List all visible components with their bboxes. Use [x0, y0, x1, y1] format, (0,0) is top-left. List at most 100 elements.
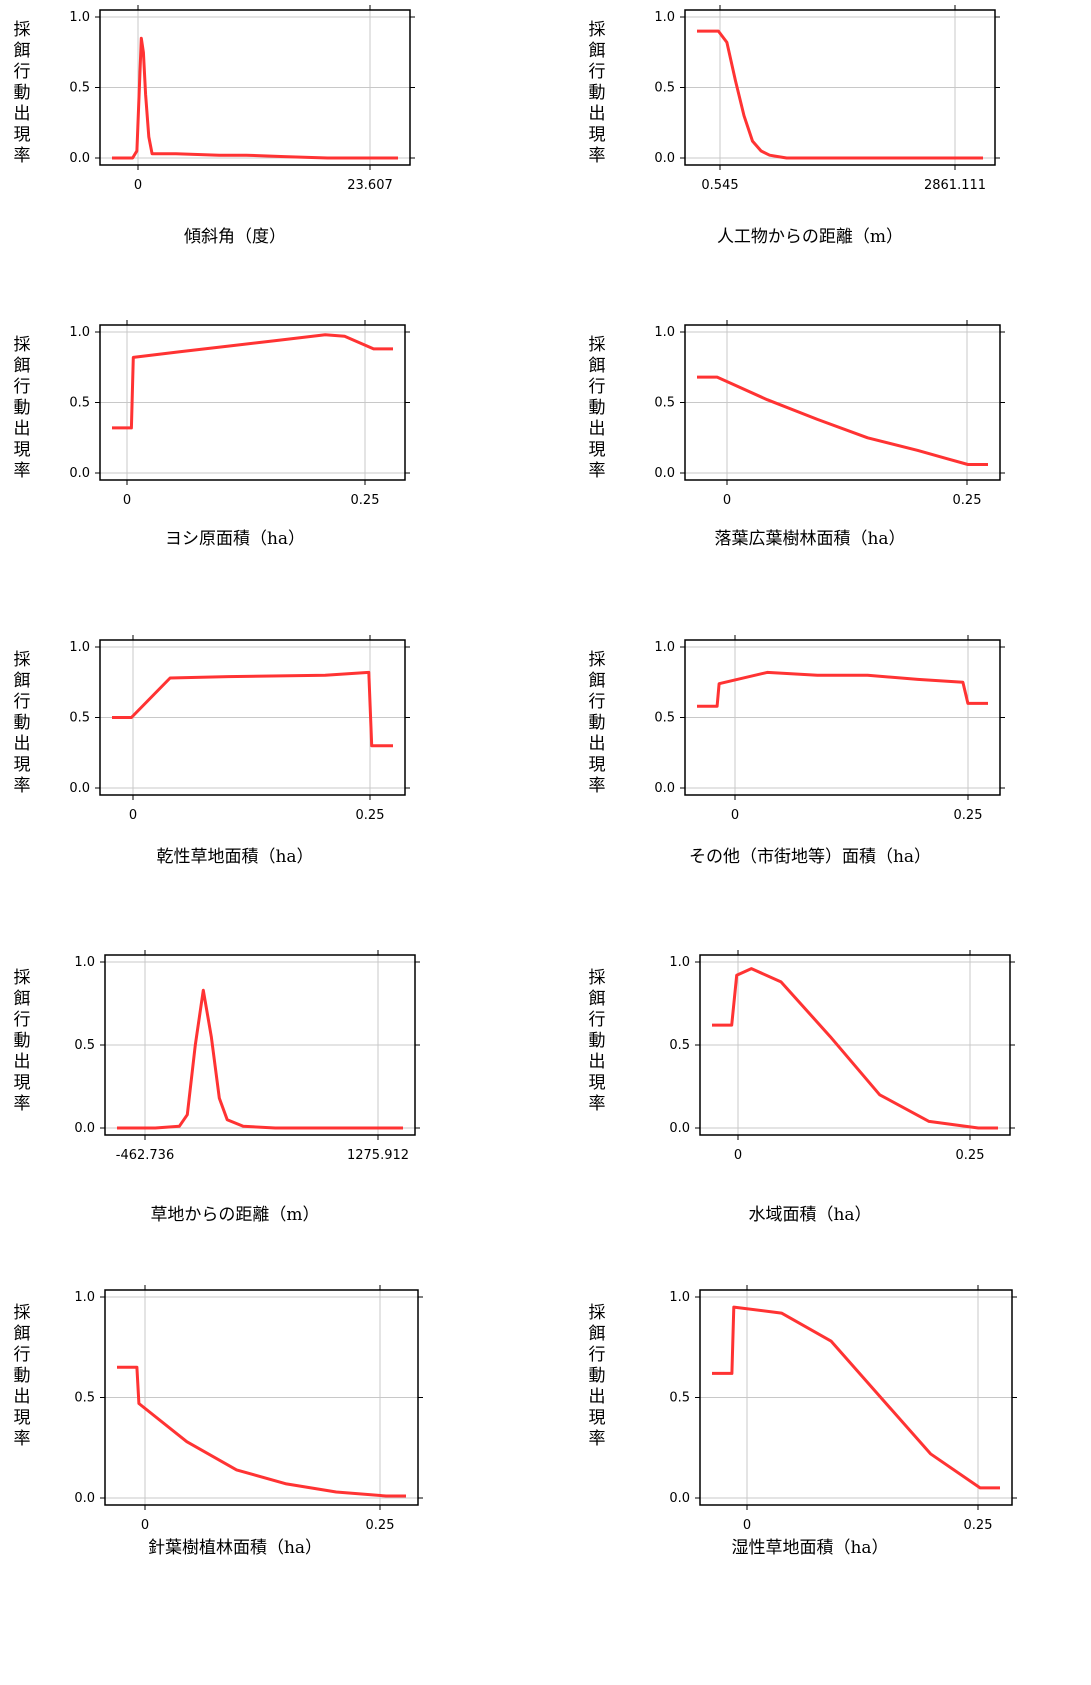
x-tick-label: 0.25 — [366, 1518, 395, 1533]
y-axis-label: 採餌行動出現率 — [588, 650, 606, 796]
chart-panel: 採餌行動出現率 0.0 0.5 1.0 0 23.607 傾斜角（度） — [0, 0, 470, 300]
plot-area: 0.0 0.5 1.0 0 0.25 — [74, 1285, 423, 1533]
series-line — [697, 375, 988, 466]
plot-area: 0.0 0.5 1.0 0 0.25 — [69, 320, 410, 508]
y-tick-label: 1.0 — [669, 1290, 690, 1305]
x-tick-label: 0 — [734, 1148, 742, 1163]
y-tick-label: 0.0 — [69, 151, 90, 166]
x-tick-label: 2861.111 — [924, 178, 986, 193]
y-tick-label: 1.0 — [654, 10, 675, 25]
series-line — [697, 29, 983, 160]
series-line — [117, 988, 403, 1130]
x-tick-label: -462.736 — [116, 1148, 174, 1163]
chart-panel: 採餌行動出現率 0.0 0.5 1.0 0 0.25 針葉樹植林面積（ha） — [0, 1283, 470, 1583]
y-axis-label: 採餌行動出現率 — [13, 335, 31, 481]
plot-area: 0.0 0.5 1.0 0.545 2861.111 — [654, 5, 1000, 193]
y-tick-label: 0.5 — [69, 396, 90, 411]
chart-panel: 採餌行動出現率 0.0 0.5 1.0 0 0.25 水域面積（ha） — [575, 948, 1045, 1248]
x-tick-label: 0 — [141, 1518, 149, 1533]
x-tick-label: 0 — [731, 808, 739, 823]
plot-area: 0.0 0.5 1.0 0 0.25 — [669, 950, 1015, 1163]
x-axis-label: 人工物からの距離（m） — [716, 227, 904, 247]
series-line — [712, 967, 998, 1130]
x-axis-label: 水域面積（ha） — [748, 1205, 872, 1225]
plot-area: 0.0 0.5 1.0 -462.736 1275.912 — [74, 950, 420, 1163]
y-axis-label: 採餌行動出現率 — [13, 650, 31, 796]
x-tick-label: 0.25 — [956, 1148, 985, 1163]
series-line — [712, 1305, 1000, 1490]
x-axis-label: その他（市街地等）面積（ha） — [688, 847, 932, 867]
chart-panel: 採餌行動出現率 0.0 0.5 1.0 0 0.25 その他（市街地等）面積（ha） — [575, 630, 1045, 930]
y-axis-label: 採餌行動出現率 — [588, 968, 606, 1114]
x-tick-label: 0 — [723, 493, 731, 508]
series-line — [112, 333, 393, 430]
y-tick-label: 0.0 — [654, 151, 675, 166]
plot-area: 0.0 0.5 1.0 0 0.25 — [69, 635, 410, 823]
y-tick-label: 0.0 — [669, 1121, 690, 1136]
chart-panel: 採餌行動出現率 0.0 0.5 1.0 0 0.25 ヨシ原面積（ha） — [0, 315, 470, 615]
y-tick-label: 0.0 — [654, 781, 675, 796]
y-tick-label: 0.5 — [654, 81, 675, 96]
y-tick-label: 0.5 — [69, 711, 90, 726]
x-tick-label: 0 — [743, 1518, 751, 1533]
x-tick-label: 0 — [134, 178, 142, 193]
x-tick-label: 0.25 — [356, 808, 385, 823]
chart-panel: 採餌行動出現率 0.0 0.5 1.0 -462.736 1275.912 草地からの距離（… — [0, 948, 470, 1248]
x-tick-label: 0.25 — [953, 493, 982, 508]
x-axis-label: ヨシ原面積（ha） — [164, 529, 306, 549]
series-line — [697, 670, 988, 708]
y-tick-label: 0.0 — [74, 1491, 95, 1506]
y-tick-label: 0.0 — [74, 1121, 95, 1136]
x-axis-label: 針葉樹植林面積（ha） — [147, 1538, 323, 1558]
x-tick-label: 0 — [129, 808, 137, 823]
series-line — [112, 36, 398, 160]
chart-panel: 採餌行動出現率 0.0 0.5 1.0 0 0.25 落葉広葉樹林面積（ha） — [575, 315, 1045, 615]
series-line — [117, 1365, 406, 1498]
x-axis-label: 乾性草地面積（ha） — [156, 847, 314, 867]
y-axis-label: 採餌行動出現率 — [588, 335, 606, 481]
y-tick-label: 0.0 — [654, 466, 675, 481]
plot-area: 0.0 0.5 1.0 0 23.607 — [69, 5, 415, 193]
y-tick-label: 0.5 — [654, 396, 675, 411]
x-tick-label: 0.545 — [701, 178, 738, 193]
x-axis-label: 草地からの距離（m） — [150, 1205, 320, 1225]
y-tick-label: 1.0 — [69, 325, 90, 340]
x-tick-label: 23.607 — [347, 178, 393, 193]
chart-panel: 採餌行動出現率 0.0 0.5 1.0 0 0.25 湿性草地面積（ha） — [575, 1283, 1045, 1583]
y-axis-label: 採餌行動出現率 — [588, 20, 606, 166]
y-axis-label: 採餌行動出現率 — [13, 20, 31, 166]
y-axis-label: 採餌行動出現率 — [588, 1303, 606, 1449]
plot-area: 0.0 0.5 1.0 0 0.25 — [669, 1285, 1017, 1533]
series-line — [112, 670, 393, 748]
plot-area: 0.0 0.5 1.0 0 0.25 — [654, 320, 1005, 508]
x-tick-label: 0.25 — [351, 493, 380, 508]
chart-panel: 採餌行動出現率 0.0 0.5 1.0 0.545 2861.111 人工物からの距離（m） — [575, 0, 1045, 300]
y-tick-label: 0.5 — [654, 711, 675, 726]
y-tick-label: 0.5 — [69, 81, 90, 96]
y-tick-label: 0.5 — [74, 1038, 95, 1053]
y-tick-label: 1.0 — [654, 640, 675, 655]
y-tick-label: 1.0 — [669, 955, 690, 970]
y-tick-label: 0.5 — [669, 1391, 690, 1406]
y-tick-label: 0.0 — [69, 781, 90, 796]
x-tick-label: 0 — [123, 493, 131, 508]
chart-panel: 採餌行動出現率 0.0 0.5 1.0 0 0.25 乾性草地面積（ha） — [0, 630, 470, 930]
x-axis-label: 傾斜角（度） — [184, 227, 286, 247]
x-axis-label: 湿性草地面積（ha） — [731, 1538, 889, 1558]
y-tick-label: 1.0 — [74, 955, 95, 970]
y-tick-label: 0.0 — [69, 466, 90, 481]
x-tick-label: 0.25 — [964, 1518, 993, 1533]
plot-area: 0.0 0.5 1.0 0 0.25 — [654, 635, 1005, 823]
y-tick-label: 1.0 — [69, 640, 90, 655]
y-tick-label: 1.0 — [69, 10, 90, 25]
y-tick-label: 0.5 — [74, 1391, 95, 1406]
x-tick-label: 1275.912 — [347, 1148, 409, 1163]
y-axis-label: 採餌行動出現率 — [13, 968, 31, 1114]
y-tick-label: 0.0 — [669, 1491, 690, 1506]
x-axis-label: 落葉広葉樹林面積（ha） — [714, 529, 906, 549]
y-tick-label: 1.0 — [654, 325, 675, 340]
y-tick-label: 1.0 — [74, 1290, 95, 1305]
x-tick-label: 0.25 — [954, 808, 983, 823]
y-tick-label: 0.5 — [669, 1038, 690, 1053]
y-axis-label: 採餌行動出現率 — [13, 1303, 31, 1449]
